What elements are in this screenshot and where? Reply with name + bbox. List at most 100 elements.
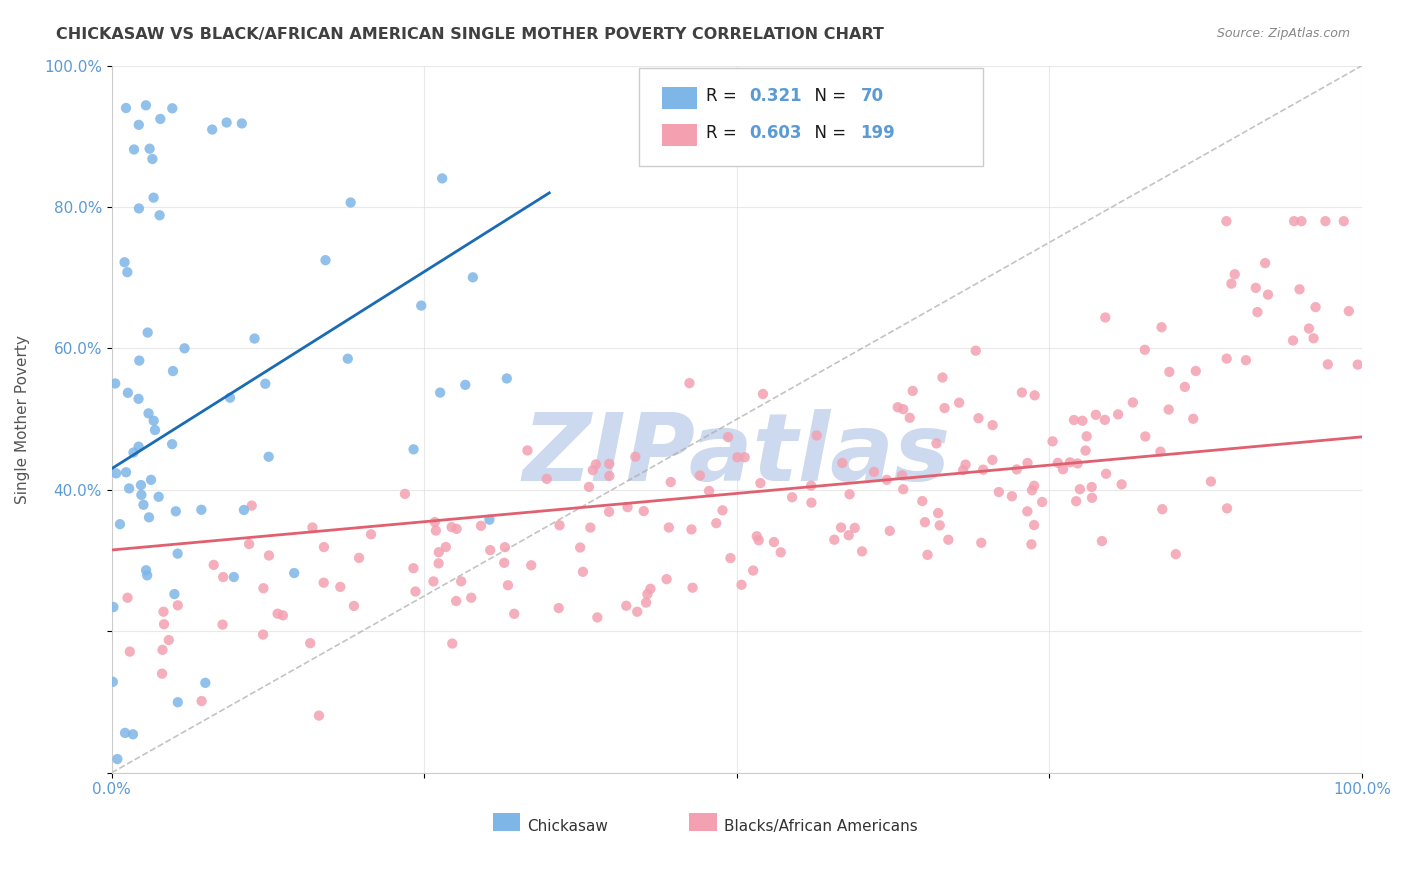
Point bbox=[1107, 408, 1129, 422]
Point bbox=[851, 544, 873, 558]
Point bbox=[138, 406, 160, 420]
Point bbox=[891, 468, 914, 483]
Point bbox=[1074, 443, 1097, 458]
Point bbox=[165, 504, 187, 518]
Point bbox=[633, 504, 655, 518]
Point bbox=[360, 527, 382, 541]
Point bbox=[1246, 305, 1268, 319]
FancyBboxPatch shape bbox=[662, 87, 697, 110]
Point bbox=[830, 520, 852, 534]
Point bbox=[901, 384, 924, 398]
Point bbox=[478, 513, 501, 527]
Point bbox=[1223, 267, 1246, 281]
Point bbox=[118, 645, 141, 659]
Point bbox=[299, 636, 322, 650]
Point bbox=[190, 694, 212, 708]
Point bbox=[934, 401, 956, 415]
Point bbox=[1081, 491, 1104, 505]
Point bbox=[1021, 483, 1043, 498]
Point bbox=[734, 450, 756, 465]
Point bbox=[494, 556, 516, 570]
Point bbox=[987, 485, 1010, 500]
Point bbox=[266, 607, 288, 621]
Point bbox=[117, 591, 139, 605]
Point bbox=[1064, 494, 1087, 508]
Point bbox=[128, 353, 150, 368]
Point bbox=[257, 549, 280, 563]
Point bbox=[717, 430, 740, 444]
Point bbox=[689, 468, 711, 483]
Point bbox=[1071, 414, 1094, 428]
Point bbox=[103, 600, 125, 615]
Point bbox=[114, 255, 136, 269]
Point bbox=[914, 515, 936, 529]
Point bbox=[166, 547, 188, 561]
Point bbox=[118, 482, 141, 496]
Point bbox=[142, 191, 165, 205]
Point bbox=[579, 520, 602, 534]
Point bbox=[1024, 388, 1046, 402]
Point bbox=[429, 385, 451, 400]
Point bbox=[800, 495, 823, 509]
Point bbox=[503, 607, 526, 621]
Point bbox=[955, 458, 977, 472]
Point bbox=[1298, 321, 1320, 335]
Point bbox=[844, 521, 866, 535]
Point bbox=[967, 411, 990, 425]
Point bbox=[136, 326, 159, 340]
Point bbox=[215, 115, 238, 129]
Point bbox=[1333, 214, 1355, 228]
Text: R =: R = bbox=[706, 87, 747, 105]
Point bbox=[762, 535, 785, 549]
Point bbox=[1024, 479, 1046, 493]
Point bbox=[166, 695, 188, 709]
Text: 0.321: 0.321 bbox=[749, 87, 801, 105]
FancyBboxPatch shape bbox=[640, 69, 983, 166]
Point bbox=[948, 395, 970, 409]
Point bbox=[1017, 456, 1039, 470]
Point bbox=[152, 605, 174, 619]
Point bbox=[108, 517, 131, 532]
Point bbox=[745, 529, 768, 543]
Point bbox=[516, 443, 538, 458]
Point bbox=[598, 505, 620, 519]
Point bbox=[578, 480, 600, 494]
Point bbox=[1122, 395, 1144, 409]
Point bbox=[655, 572, 678, 586]
Point bbox=[1282, 334, 1305, 348]
Point bbox=[1080, 480, 1102, 494]
Point bbox=[1220, 277, 1243, 291]
Point bbox=[446, 522, 468, 536]
Point bbox=[454, 377, 477, 392]
Point bbox=[444, 594, 467, 608]
Point bbox=[496, 578, 519, 592]
Point bbox=[128, 392, 150, 406]
Point bbox=[1184, 364, 1206, 378]
Point bbox=[190, 502, 212, 516]
Point bbox=[141, 152, 163, 166]
Point bbox=[749, 476, 772, 491]
Point bbox=[678, 376, 700, 391]
Point bbox=[347, 550, 370, 565]
Point bbox=[142, 414, 165, 428]
Text: R =: R = bbox=[706, 124, 747, 142]
Point bbox=[838, 487, 860, 501]
Point bbox=[863, 465, 886, 479]
Point bbox=[148, 490, 170, 504]
Point bbox=[1059, 455, 1081, 469]
Point bbox=[152, 643, 174, 657]
Point bbox=[495, 371, 517, 385]
Point bbox=[411, 299, 433, 313]
Text: N =: N = bbox=[804, 87, 852, 105]
Point bbox=[927, 506, 949, 520]
Text: 199: 199 bbox=[860, 124, 896, 142]
Point bbox=[434, 540, 457, 554]
Point bbox=[394, 487, 416, 501]
Point bbox=[150, 666, 173, 681]
Point bbox=[1302, 331, 1324, 345]
Point bbox=[697, 483, 720, 498]
Point bbox=[911, 494, 934, 508]
Point bbox=[1150, 320, 1173, 334]
Point bbox=[1042, 434, 1064, 449]
Point bbox=[1011, 385, 1033, 400]
